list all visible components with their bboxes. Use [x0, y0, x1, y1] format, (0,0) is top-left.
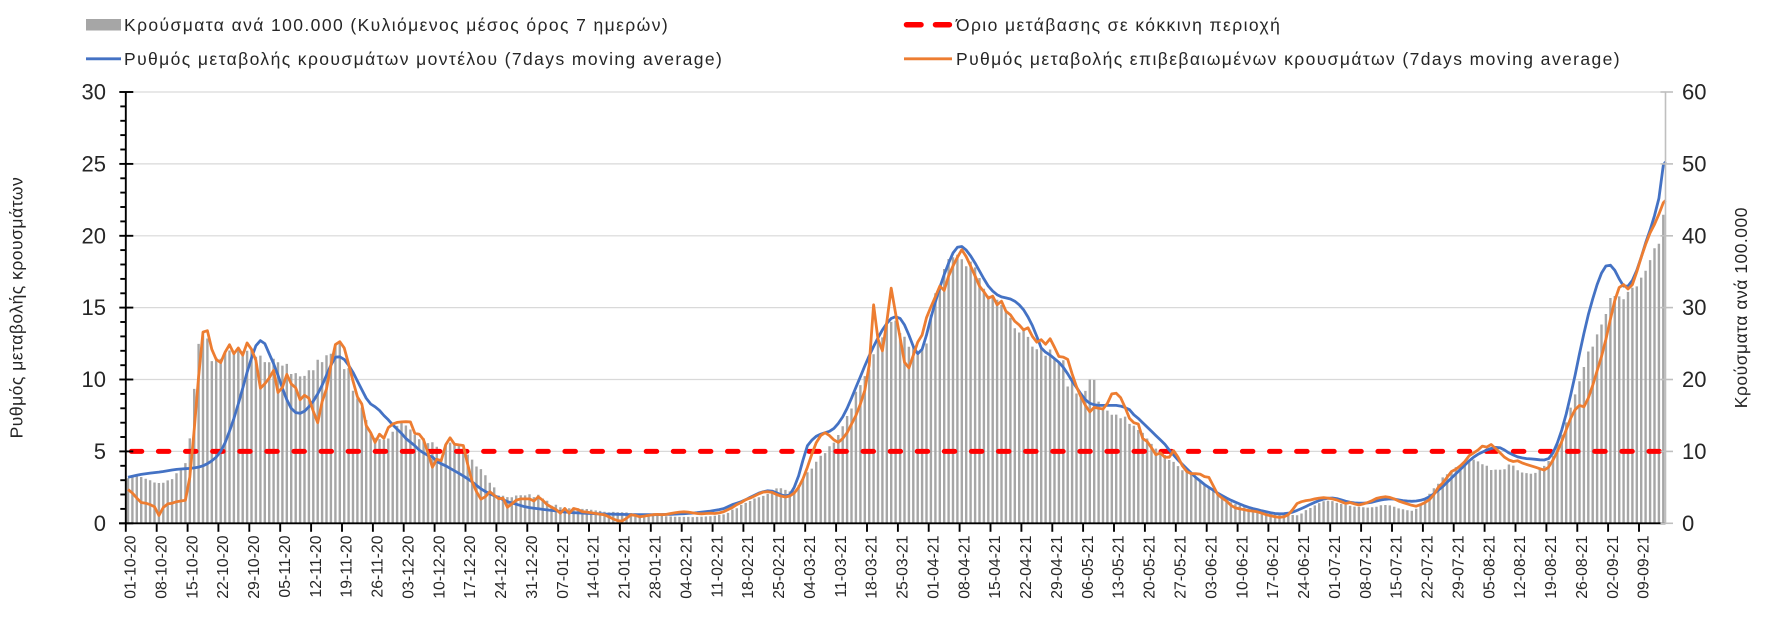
svg-text:18-02-21: 18-02-21	[740, 535, 757, 598]
svg-text:25-03-21: 25-03-21	[895, 535, 912, 598]
svg-text:18-03-21: 18-03-21	[864, 535, 881, 598]
svg-text:15-10-20: 15-10-20	[184, 535, 201, 598]
svg-text:Ρυθμός μεταβολής επιβεβαιωμένω: Ρυθμός μεταβολής επιβεβαιωμένων κρουσμάτ…	[956, 49, 1621, 69]
svg-text:27-05-21: 27-05-21	[1173, 535, 1190, 598]
svg-text:Όριο μετάβασης σε κόκκινη περι: Όριο μετάβασης σε κόκκινη περιοχή	[955, 15, 1281, 35]
svg-text:11-03-21: 11-03-21	[833, 535, 850, 597]
svg-text:28-01-21: 28-01-21	[648, 535, 665, 598]
svg-text:05-11-20: 05-11-20	[277, 535, 294, 597]
svg-text:21-01-21: 21-01-21	[617, 535, 634, 598]
svg-text:24-12-20: 24-12-20	[493, 535, 510, 598]
svg-text:22-07-21: 22-07-21	[1420, 535, 1437, 598]
svg-text:15-04-21: 15-04-21	[987, 535, 1004, 598]
svg-text:14-01-21: 14-01-21	[586, 535, 603, 598]
svg-text:02-09-21: 02-09-21	[1605, 535, 1622, 598]
svg-text:24-06-21: 24-06-21	[1296, 535, 1313, 598]
svg-text:Ρυθμός μεταβολής κρουσμάτων μο: Ρυθμός μεταβολής κρουσμάτων μοντέλου (7d…	[124, 49, 723, 69]
svg-text:10: 10	[82, 367, 106, 392]
svg-text:22-04-21: 22-04-21	[1018, 535, 1035, 598]
svg-text:12-11-20: 12-11-20	[308, 535, 325, 597]
svg-text:20-05-21: 20-05-21	[1142, 535, 1159, 598]
svg-text:40: 40	[1682, 223, 1706, 248]
svg-text:07-01-21: 07-01-21	[555, 535, 572, 598]
svg-text:01-04-21: 01-04-21	[925, 535, 942, 598]
svg-text:31-12-20: 31-12-20	[524, 535, 541, 598]
svg-text:10-12-20: 10-12-20	[431, 535, 448, 598]
svg-text:06-05-21: 06-05-21	[1080, 535, 1097, 598]
svg-text:01-07-21: 01-07-21	[1327, 535, 1344, 598]
svg-text:19-08-21: 19-08-21	[1543, 535, 1560, 598]
svg-text:0: 0	[1682, 511, 1694, 536]
svg-text:Κρούσματα ανά 100.000: Κρούσματα ανά 100.000	[1731, 207, 1751, 408]
svg-text:04-03-21: 04-03-21	[802, 535, 819, 598]
svg-text:17-06-21: 17-06-21	[1265, 535, 1282, 598]
svg-text:15: 15	[82, 295, 106, 320]
svg-text:Ρυθμός μεταβολής κρουσμάτων: Ρυθμός μεταβολής κρουσμάτων	[7, 177, 27, 439]
svg-text:09-09-21: 09-09-21	[1636, 535, 1653, 598]
svg-text:29-07-21: 29-07-21	[1450, 535, 1467, 598]
svg-text:12-08-21: 12-08-21	[1512, 535, 1529, 598]
svg-text:20: 20	[82, 223, 106, 248]
svg-text:Κρούσματα ανά 100.000 (Κυλιόμε: Κρούσματα ανά 100.000 (Κυλιόμενος μέσος …	[124, 15, 669, 35]
svg-text:25-02-21: 25-02-21	[771, 535, 788, 598]
svg-text:29-10-20: 29-10-20	[246, 535, 263, 598]
svg-text:03-06-21: 03-06-21	[1203, 535, 1220, 598]
svg-text:08-10-20: 08-10-20	[153, 535, 170, 598]
svg-text:08-04-21: 08-04-21	[956, 535, 973, 598]
svg-text:04-02-21: 04-02-21	[678, 535, 695, 598]
svg-text:30: 30	[1682, 295, 1706, 320]
svg-text:25: 25	[82, 152, 106, 177]
svg-text:13-05-21: 13-05-21	[1111, 535, 1128, 598]
svg-text:05-08-21: 05-08-21	[1481, 535, 1498, 598]
svg-text:20: 20	[1682, 367, 1706, 392]
svg-text:01-10-20: 01-10-20	[123, 535, 140, 598]
svg-text:30: 30	[82, 80, 106, 105]
svg-text:15-07-21: 15-07-21	[1389, 535, 1406, 598]
svg-text:10: 10	[1682, 439, 1706, 464]
svg-text:5: 5	[94, 439, 106, 464]
svg-text:60: 60	[1682, 80, 1706, 105]
svg-text:50: 50	[1682, 152, 1706, 177]
svg-text:22-10-20: 22-10-20	[215, 535, 232, 598]
svg-text:0: 0	[94, 511, 106, 536]
svg-text:29-04-21: 29-04-21	[1049, 535, 1066, 598]
svg-text:17-12-20: 17-12-20	[462, 535, 479, 598]
svg-text:26-11-20: 26-11-20	[370, 535, 387, 597]
svg-text:26-08-21: 26-08-21	[1574, 535, 1591, 598]
svg-text:08-07-21: 08-07-21	[1358, 535, 1375, 598]
svg-text:19-11-20: 19-11-20	[339, 535, 356, 597]
svg-text:11-02-21: 11-02-21	[709, 535, 726, 597]
svg-text:03-12-20: 03-12-20	[400, 535, 417, 598]
svg-text:10-06-21: 10-06-21	[1234, 535, 1251, 598]
